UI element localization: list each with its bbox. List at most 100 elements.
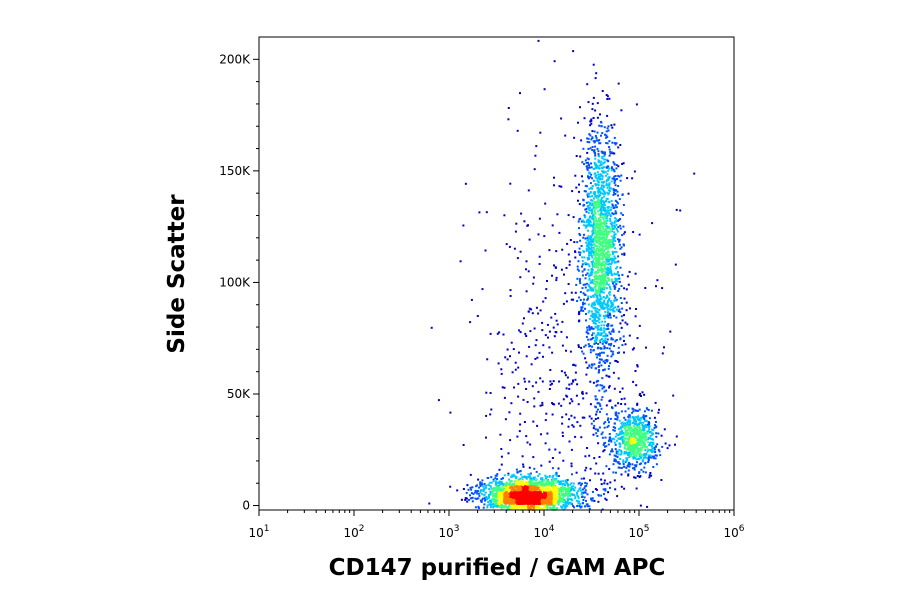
data-point: [643, 442, 646, 445]
data-point: [589, 289, 592, 292]
data-point: [618, 308, 621, 311]
data-point: [519, 331, 522, 334]
data-point: [591, 130, 594, 133]
data-point: [587, 258, 589, 261]
data-point: [567, 214, 570, 217]
data-point: [597, 346, 600, 349]
data-point: [615, 227, 618, 230]
data-point: [609, 486, 611, 489]
data-point: [557, 487, 560, 490]
data-point: [638, 408, 641, 411]
data-point: [604, 237, 607, 240]
data-point: [608, 231, 611, 234]
data-point: [602, 152, 605, 155]
data-point: [494, 489, 497, 492]
data-point: [648, 474, 651, 477]
data-point: [516, 502, 519, 505]
data-point: [617, 238, 619, 241]
data-point: [601, 196, 604, 199]
data-point: [537, 390, 540, 393]
data-point: [649, 454, 652, 457]
data-point: [616, 456, 619, 458]
data-point: [600, 205, 603, 208]
data-point: [497, 494, 500, 497]
data-point: [594, 292, 597, 295]
data-point: [579, 234, 582, 237]
data-point: [618, 330, 621, 333]
data-point: [590, 296, 593, 299]
data-point: [592, 215, 595, 218]
data-point: [598, 213, 601, 216]
data-point: [600, 263, 603, 266]
data-point: [638, 423, 640, 426]
data-point: [485, 486, 487, 489]
data-point: [565, 300, 568, 303]
data-point: [591, 177, 594, 180]
data-point: [628, 465, 631, 468]
data-point: [620, 403, 623, 405]
data-point: [564, 507, 567, 509]
data-point: [598, 260, 601, 263]
data-point: [525, 268, 527, 271]
data-point: [481, 483, 484, 486]
data-point: [610, 440, 613, 443]
data-point: [584, 344, 587, 347]
data-point: [650, 456, 653, 459]
data-point: [491, 488, 494, 491]
data-point: [596, 295, 599, 298]
data-point: [543, 494, 546, 497]
data-point: [570, 382, 573, 385]
data-point: [593, 265, 596, 268]
data-point: [613, 224, 616, 227]
data-point: [578, 253, 581, 256]
data-point: [650, 444, 653, 447]
data-point: [588, 192, 591, 195]
data-point: [607, 424, 610, 427]
data-point: [605, 296, 608, 299]
data-point: [627, 437, 629, 440]
data-point: [500, 506, 503, 508]
data-point: [647, 458, 650, 461]
data-point: [594, 254, 596, 257]
data-point: [544, 202, 547, 205]
data-point: [627, 446, 630, 449]
data-point: [529, 481, 532, 484]
data-point: [648, 417, 651, 420]
data-point: [594, 195, 597, 198]
data-point: [613, 422, 616, 425]
data-point: [619, 337, 622, 340]
data-point: [592, 232, 595, 235]
data-point: [538, 217, 541, 220]
data-point: [504, 504, 507, 507]
data-point: [553, 490, 556, 493]
data-point: [557, 500, 560, 503]
data-point: [631, 428, 634, 431]
data-point: [555, 478, 558, 480]
data-point: [528, 485, 531, 488]
data-point: [584, 262, 587, 264]
data-point: [594, 212, 597, 215]
data-point: [602, 282, 605, 285]
data-point: [614, 217, 617, 219]
data-point: [587, 268, 590, 271]
data-point: [542, 355, 544, 358]
data-point: [637, 409, 639, 412]
data-point: [567, 483, 569, 486]
data-point: [604, 445, 606, 448]
data-point: [496, 491, 499, 494]
data-point: [623, 436, 626, 439]
data-point: [565, 387, 568, 390]
data-point: [613, 181, 616, 184]
data-point: [602, 162, 605, 164]
data-point: [609, 209, 612, 212]
data-point: [541, 380, 544, 383]
data-point: [599, 341, 602, 344]
data-point: [594, 210, 596, 213]
data-point: [624, 437, 627, 440]
data-point: [591, 327, 594, 330]
data-point: [598, 293, 601, 296]
data-point: [589, 251, 592, 253]
data-point: [540, 488, 543, 491]
data-point: [516, 504, 519, 506]
data-point: [603, 195, 606, 198]
